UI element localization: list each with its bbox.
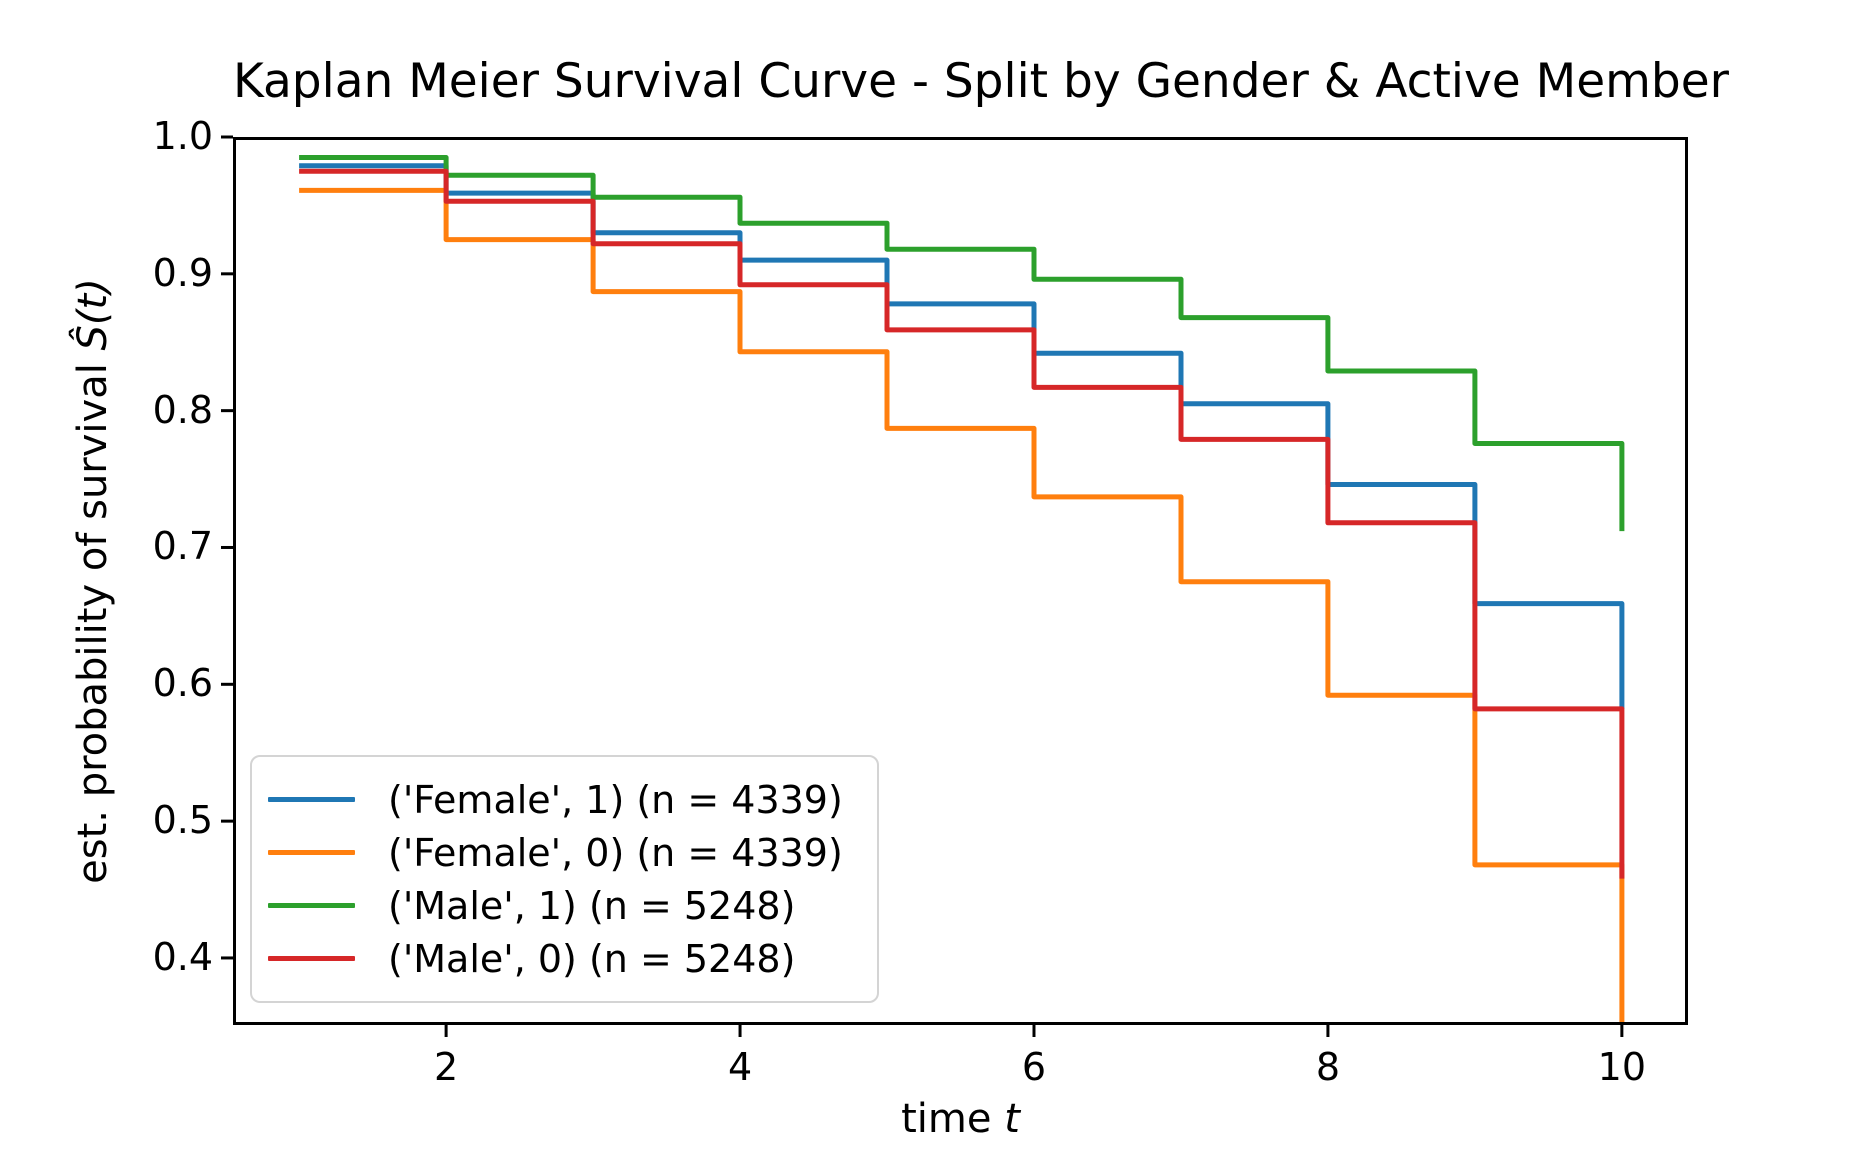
legend-box: ('Female', 1) (n = 4339) ('Female', 0) (… <box>250 755 879 1003</box>
axes-spines <box>233 137 1688 1025</box>
y-tick-label: 0.9 <box>152 250 213 295</box>
survival-curves <box>299 155 1625 1025</box>
legend-line-swatch <box>268 903 355 908</box>
chart-title: Kaplan Meier Survival Curve - Split by G… <box>233 54 1729 109</box>
x-tick-label: 10 <box>1597 1045 1647 1089</box>
survival-curve-3 <box>299 168 1625 879</box>
x-axis-label-text: time <box>901 1096 1005 1142</box>
legend-label: ('Male', 0) (n = 5248) <box>388 936 796 981</box>
x-tick-label: 6 <box>1021 1045 1047 1089</box>
x-tick-label: 2 <box>434 1045 459 1089</box>
y-tick-label: 1.0 <box>152 114 213 158</box>
y-tick-label: 0.6 <box>152 661 213 706</box>
tick-marks <box>221 135 1624 1037</box>
x-tick-label: 4 <box>727 1045 753 1089</box>
y-tick-label: 0.4 <box>152 934 213 979</box>
y-tick-label: 0.5 <box>152 798 213 843</box>
legend-label: ('Female', 0) (n = 4339) <box>388 830 843 875</box>
legend-line-swatch <box>268 956 355 961</box>
legend-row: ('Male', 0) (n = 5248) <box>268 937 867 981</box>
y-tick-label: 0.8 <box>152 387 213 432</box>
legend-line-swatch <box>268 850 355 855</box>
legend-line-swatch <box>268 797 355 802</box>
legend-row: ('Male', 1) (n = 5248) <box>268 884 867 928</box>
x-axis-label: time t <box>233 1096 1688 1142</box>
legend-label: ('Male', 1) (n = 5248) <box>388 883 796 928</box>
legend-row: ('Female', 0) (n = 4339) <box>268 831 867 875</box>
x-axis-label-math: t <box>1004 1096 1020 1142</box>
survival-curve-2 <box>299 155 1625 532</box>
y-tick-label: 0.7 <box>152 524 213 569</box>
legend-row: ('Female', 1) (n = 4339) <box>268 778 867 822</box>
x-tick-label: 8 <box>1315 1045 1341 1089</box>
legend-label: ('Female', 1) (n = 4339) <box>388 777 843 822</box>
